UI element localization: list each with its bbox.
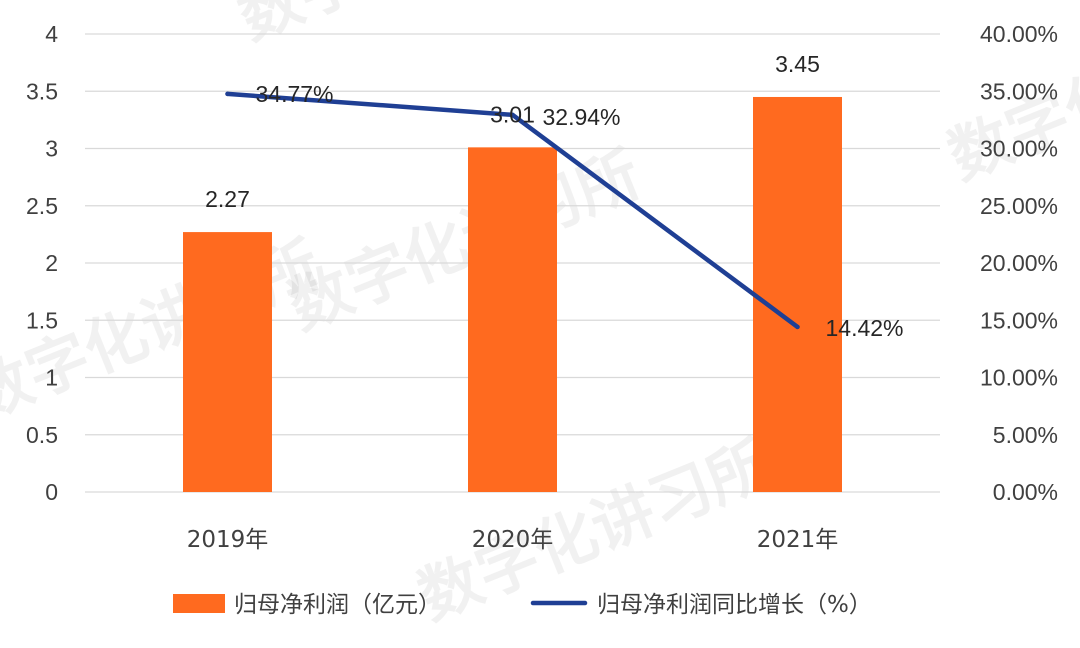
category-label: 2021年 — [757, 527, 839, 553]
line-data-label: 32.94% — [543, 104, 621, 130]
data-labels: 2.27 3.01 3.45 34.77% 32.94% 14.42% — [205, 51, 903, 341]
legend-swatch-bar — [173, 594, 225, 613]
bar — [183, 232, 272, 492]
bar-data-label: 2.27 — [205, 186, 250, 212]
right-tick-label: 20.00% — [980, 250, 1058, 276]
line-series — [225, 91, 800, 330]
bar-data-label: 3.01 — [490, 101, 535, 127]
left-tick-label: 0 — [45, 479, 58, 505]
right-axis: 0.00% 5.00% 10.00% 15.00% 20.00% 25.00% 30.00%… — [980, 21, 1058, 505]
left-tick-label: 3 — [45, 136, 58, 162]
line-point — [225, 91, 230, 97]
category-label: 2020年 — [472, 527, 554, 553]
bar — [753, 96, 842, 492]
line-data-label: 34.77% — [256, 81, 334, 107]
left-tick-label: 4 — [45, 21, 58, 47]
legend-label-bar: 归母净利润（亿元） — [234, 592, 441, 618]
left-tick-label: 1 — [45, 365, 58, 391]
category-axis: 2019年 2020年 2021年 — [187, 527, 839, 553]
right-tick-label: 15.00% — [980, 307, 1058, 333]
right-tick-label: 0.00% — [993, 479, 1058, 505]
right-tick-label: 40.00% — [980, 21, 1058, 47]
right-tick-label: 5.00% — [993, 422, 1058, 448]
category-label: 2019年 — [187, 527, 269, 553]
left-tick-label: 2 — [45, 250, 58, 276]
watermark-text: 数字化讲习所 — [278, 137, 650, 344]
left-axis: 0 0.5 1 1.5 2 2.5 3 3.5 4 — [26, 21, 58, 505]
left-tick-label: 2.5 — [26, 193, 58, 219]
line-point — [510, 112, 515, 118]
legend-label-line: 归母净利润同比增长（%） — [597, 592, 872, 618]
bar-series — [183, 96, 842, 493]
watermark-text: 数字化讲习所 — [228, 0, 600, 54]
left-tick-label: 1.5 — [26, 307, 58, 333]
bar-data-label: 3.45 — [775, 51, 820, 77]
right-tick-label: 25.00% — [980, 193, 1058, 219]
line-data-label: 14.42% — [826, 315, 904, 341]
right-tick-label: 30.00% — [980, 136, 1058, 162]
right-tick-label: 10.00% — [980, 365, 1058, 391]
left-tick-label: 3.5 — [26, 78, 58, 104]
left-tick-label: 0.5 — [26, 422, 58, 448]
bar — [468, 147, 557, 493]
right-tick-label: 35.00% — [980, 78, 1058, 104]
line-point — [795, 324, 800, 330]
legend: 归母净利润（亿元） 归母净利润同比增长（%） — [173, 592, 872, 618]
